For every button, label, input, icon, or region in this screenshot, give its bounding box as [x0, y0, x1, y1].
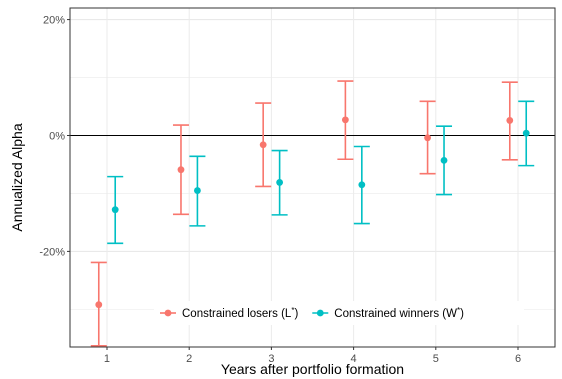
x-tick-label: 3	[268, 353, 274, 365]
series-constrained-winners	[107, 100, 535, 245]
series-constrained-losers	[90, 80, 518, 347]
y-tick-label: -20%	[39, 246, 65, 258]
data-point	[424, 134, 431, 142]
x-tick-label: 4	[351, 353, 357, 365]
data-point	[341, 116, 349, 124]
data-point	[259, 141, 267, 149]
x-tick-label: 2	[186, 353, 192, 365]
legend-label: Constrained winners (W*)	[334, 306, 464, 320]
legend-item-constrained-winners: Constrained winners (W*)	[312, 306, 464, 320]
x-axis-ticks: 1 2 3 4 5 6	[104, 347, 521, 365]
legend-item-constrained-losers: Constrained losers (L*)	[160, 306, 298, 320]
y-axis-ticks: 20% 0% -20%	[39, 15, 70, 258]
y-tick-label: 20%	[43, 15, 65, 27]
legend-key-point	[164, 309, 172, 317]
data-point	[194, 187, 201, 194]
grid	[70, 8, 555, 347]
data-point	[522, 129, 530, 137]
legend: Constrained losers (L*) Constrained winne…	[154, 301, 524, 325]
data-point	[358, 181, 366, 189]
legend-key-point	[316, 309, 324, 317]
panel-border	[69, 7, 556, 348]
series-layer	[90, 80, 535, 347]
data-point	[111, 206, 119, 214]
x-tick-label: 5	[433, 353, 439, 365]
x-tick-label: 6	[515, 353, 521, 365]
data-point	[177, 166, 185, 174]
data-point	[95, 301, 103, 309]
y-tick-label: 0%	[49, 130, 65, 142]
x-axis-title: Years after portfolio formation	[221, 361, 404, 377]
x-tick-label: 1	[104, 353, 110, 365]
data-point	[506, 117, 514, 124]
y-axis-title: Annualized Alpha	[9, 123, 25, 231]
legend-background	[154, 301, 524, 325]
legend-label: Constrained losers (L*)	[182, 306, 298, 320]
data-point	[440, 157, 448, 164]
data-point	[276, 179, 284, 186]
